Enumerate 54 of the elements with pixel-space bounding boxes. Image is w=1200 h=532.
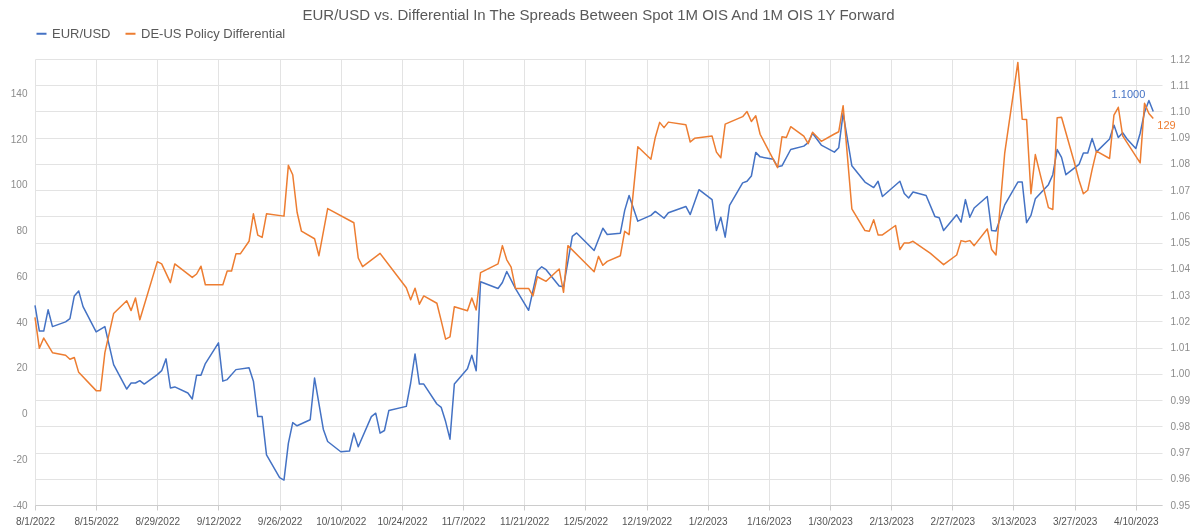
x-tick-label: 8/29/2022 [135,515,181,527]
y2-tick-label: 1.10 [1170,105,1191,117]
y-tick-label: 0 [21,408,28,420]
y-tick-label: 140 [10,87,28,99]
data-label: 129 [1157,119,1176,132]
y2-tick-label: 0.99 [1170,394,1191,406]
x-tick-label: 2/27/2023 [930,515,976,527]
y-tick-label: 20 [16,362,28,374]
y2-tick-label: 1.08 [1170,158,1191,170]
x-tick-label: 8/1/2022 [16,515,56,527]
x-tick-label: 4/10/2023 [1114,515,1159,527]
x-tick-label: 1/16/2023 [747,515,793,527]
y2-tick-label: 0.97 [1170,447,1191,459]
y2-tick-label: 1.12 [1170,53,1191,65]
y2-tick-label: 0.95 [1170,499,1191,511]
y-tick-label: -40 [13,499,28,511]
y2-tick-label: 1.06 [1170,210,1191,222]
line-series [34,61,1155,392]
y-tick-label: 80 [16,225,28,237]
x-tick-label: 2/13/2023 [869,515,915,527]
y-tick-label: 40 [16,316,28,328]
x-tick-label: 12/19/2022 [622,515,673,527]
x-tick-label: 3/27/2023 [1052,515,1098,527]
x-tick-label: 1/2/2023 [688,515,729,527]
legend-label: EUR/USD [52,25,111,41]
y-tick-label: -20 [13,453,28,465]
x-tick-label: 11/7/2022 [441,515,486,527]
y2-tick-label: 1.07 [1170,184,1191,196]
y2-tick-label: 1.01 [1170,342,1191,354]
data-label: 1.1000 [1111,88,1146,101]
y-tick-label: 100 [10,179,28,191]
y2-tick-label: 1.05 [1170,237,1191,249]
y2-tick-label: 1.02 [1170,315,1191,327]
y2-tick-label: 1.03 [1170,289,1191,301]
x-tick-label: 12/5/2022 [563,515,609,527]
x-tick-label: 10/10/2022 [316,515,367,527]
y-tick-label: 120 [10,133,28,145]
x-tick-label: 9/26/2022 [257,515,303,527]
y2-tick-label: 1.04 [1170,263,1191,275]
x-tick-label: 9/12/2022 [196,515,242,527]
chart-title: EUR/USD vs. Differential In The Spreads Between Spot 1M OIS And 1M OIS 1Y Forward [302,6,895,23]
x-tick-label: 8/15/2022 [74,515,120,527]
legend-label: DE-US Policy Differential [141,25,286,41]
x-tick-label: 1/30/2023 [808,515,854,527]
y2-tick-label: 1.11 [1170,79,1190,91]
x-tick-label: 11/21/2022 [500,515,550,527]
line-series [34,99,1155,481]
y2-tick-label: 1.09 [1170,132,1191,144]
y-tick-label: 60 [16,270,28,282]
y2-tick-label: 0.98 [1170,420,1191,432]
x-tick-label: 10/24/2022 [377,515,428,527]
x-tick-label: 3/13/2023 [991,515,1037,527]
y2-tick-label: 1.00 [1170,368,1191,380]
y2-tick-label: 0.96 [1170,473,1191,485]
